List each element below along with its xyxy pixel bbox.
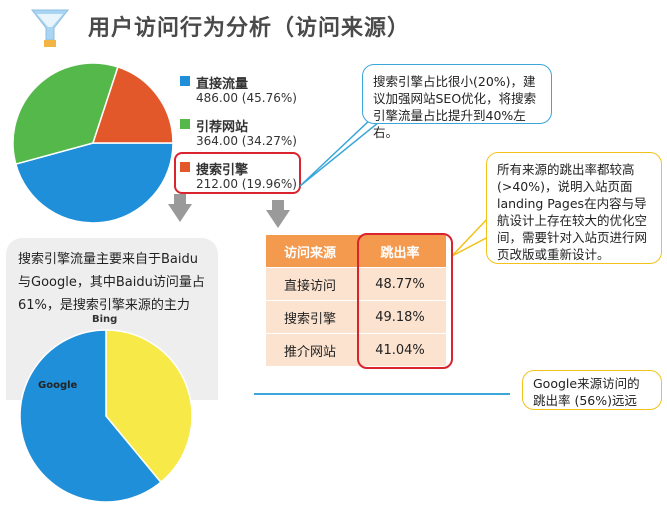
legend-value-search: 212.00 (19.96%) xyxy=(196,177,297,191)
traffic-source-pie-chart xyxy=(12,62,174,224)
table-header-row: 访问来源 跳出率 xyxy=(266,235,446,268)
pie-slice-referral xyxy=(12,62,119,165)
callout-pointers xyxy=(299,117,491,257)
legend-swatch-search xyxy=(180,162,190,172)
funnel-icon xyxy=(30,9,70,47)
legend-label-search: 搜索引擎 xyxy=(196,163,249,178)
pie-slice-direct xyxy=(14,142,174,224)
table-cell-source: 直接访问 xyxy=(266,267,354,301)
table-cell-bounce: 48.77% xyxy=(354,267,446,301)
search-note-text: 搜索引擎占比很小(20%)，建议加强网站SEO优化，将搜索引擎流量占比提升到40… xyxy=(373,74,537,140)
table-row: 直接访问 48.77% xyxy=(266,267,446,301)
search-note-callout: 搜索引擎占比很小(20%)，建议加强网站SEO优化，将搜索引擎流量占比提升到40… xyxy=(362,64,552,140)
table-header-source: 访问来源 xyxy=(266,235,354,268)
left-note-text: 搜索引擎流量主要来自于Baidu与Google，其中Baidu访问量占61%，是… xyxy=(18,252,205,313)
bing-label: Bing xyxy=(92,314,118,325)
table-cell-bounce: 49.18% xyxy=(354,300,446,334)
legend-value-referral: 364.00 (34.27%) xyxy=(196,134,297,148)
legend-label-direct: 直接流量 xyxy=(196,77,249,92)
legend-swatch-direct xyxy=(180,76,190,86)
legend-label-referral: 引荐网站 xyxy=(196,120,249,135)
page-title: 用户访问行为分析（访问来源） xyxy=(88,16,411,41)
bounce-column-highlight xyxy=(357,233,453,369)
legend-swatch-referral xyxy=(180,119,190,129)
table-row: 搜索引擎 49.18% xyxy=(266,300,446,334)
table-cell-source: 推介网站 xyxy=(266,333,354,366)
down-arrow-icon xyxy=(168,194,192,222)
bounce-note-text: 所有来源的跳出率都较高(>40%)，说明入站页面landing Pages在内容… xyxy=(497,162,648,262)
bounce-note-callout: 所有来源的跳出率都较高(>40%)，说明入站页面landing Pages在内容… xyxy=(486,152,662,264)
table-header-bounce: 跳出率 xyxy=(354,235,446,268)
search-highlight-box xyxy=(174,152,301,194)
table-cell-bounce: 41.04% xyxy=(354,333,446,366)
google-note-text: Google来源访问的跳出率 (56%)远远 xyxy=(533,376,640,408)
search-engine-pie-chart xyxy=(19,329,193,503)
legend-value-direct: 486.00 (45.76%) xyxy=(196,91,297,105)
table-cell-source: 搜索引擎 xyxy=(266,300,354,334)
bounce-rate-table: 访问来源 跳出率 直接访问 48.77% 搜索引擎 49.18% 推介网站 41… xyxy=(266,235,446,366)
google-label: Google xyxy=(38,380,78,391)
down-arrow-icon xyxy=(266,200,290,228)
table-row: 推介网站 41.04% xyxy=(266,333,446,366)
bottom-divider xyxy=(254,393,510,395)
pie-slice-search xyxy=(91,66,174,144)
google-note-callout: Google来源访问的跳出率 (56%)远远 xyxy=(522,370,662,410)
